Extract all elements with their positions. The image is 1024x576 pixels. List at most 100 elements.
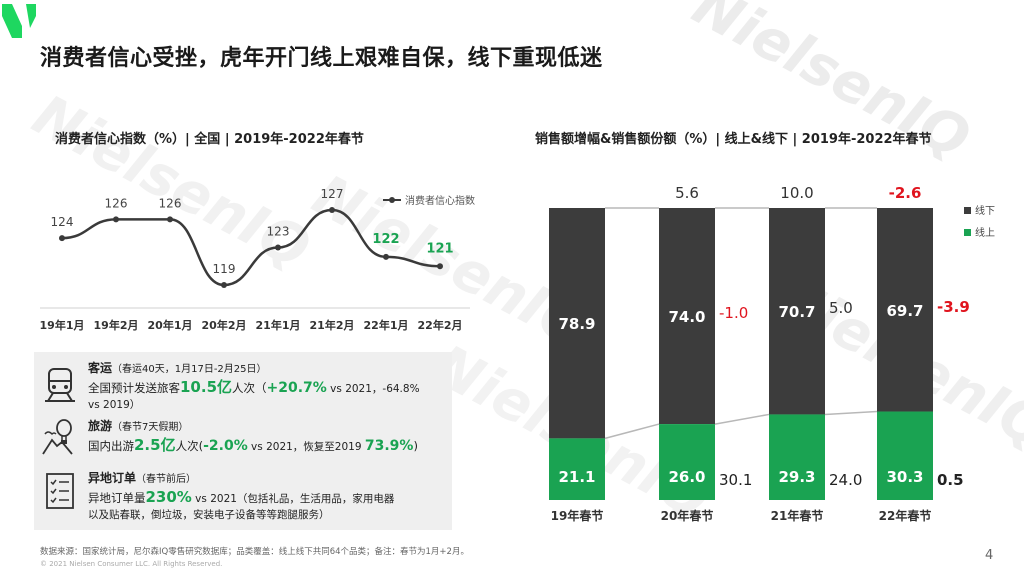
info-sub: （春运40天，1月17日-2月25日） bbox=[112, 364, 267, 375]
data-label: 119 bbox=[213, 262, 236, 276]
x-tick-label: 21年1月 bbox=[256, 318, 301, 332]
share-connector bbox=[824, 410, 878, 416]
data-label: 123 bbox=[267, 225, 290, 239]
total-growth-label: 10.0 bbox=[780, 184, 813, 202]
x-tick-label: 19年1月 bbox=[40, 318, 85, 332]
data-label: 127 bbox=[321, 187, 344, 201]
legend-marker bbox=[389, 197, 395, 203]
info-text: vs 2019） bbox=[88, 399, 141, 411]
total-growth-label: -2.6 bbox=[889, 184, 922, 202]
info-highlight: -2.0% bbox=[203, 438, 248, 454]
consumer-confidence-line-chart: 124 19年1月 126 19年2月 126 20年1月 119 20年2月 123 21年1月… bbox=[40, 187, 475, 332]
info-sub: （春节7天假期） bbox=[112, 422, 189, 433]
legend-label: 消费者信心指数 bbox=[405, 194, 475, 207]
x-tick-label: 22年1月 bbox=[364, 318, 409, 332]
x-tick-label: 19年2月 bbox=[94, 318, 139, 332]
x-tick-label: 22年春节 bbox=[879, 508, 932, 523]
data-label: 122 bbox=[372, 232, 399, 247]
offline-share-label: 74.0 bbox=[668, 308, 705, 326]
source-note: 数据来源：国家统计局，尼尔森IQ零售研究数据库；品类覆盖：线上线下共同64个品类… bbox=[40, 547, 469, 557]
x-tick-label: 19年春节 bbox=[551, 508, 604, 523]
info-text: 以及贴春联，倒垃圾，安装电子设备等等跑腿服务） bbox=[88, 509, 330, 521]
series-line bbox=[61, 208, 441, 287]
offline-bar bbox=[769, 208, 825, 415]
legend-swatch bbox=[964, 207, 971, 214]
online-growth-label: 0.5 bbox=[937, 471, 964, 489]
data-label: 121 bbox=[426, 241, 453, 256]
offline-bar bbox=[549, 208, 605, 439]
x-tick-label: 20年1月 bbox=[148, 318, 193, 332]
data-point bbox=[329, 207, 335, 213]
data-point bbox=[221, 282, 227, 288]
data-point bbox=[167, 216, 173, 223]
info-text: 人次( bbox=[175, 439, 204, 453]
checklist-icon bbox=[46, 473, 74, 509]
offline-share-label: 78.9 bbox=[558, 315, 595, 333]
legend-label: 线下 bbox=[975, 204, 995, 217]
data-label: 126 bbox=[159, 196, 182, 210]
offline-share-label: 69.7 bbox=[886, 302, 923, 320]
data-point bbox=[59, 235, 65, 242]
sales-share-stacked-bar-chart: 78.9 21.1 19年春节 74.0 26.0 20年春节 5.6 -1.0 30.1 70.… bbox=[549, 184, 995, 523]
page-number: 4 bbox=[985, 548, 994, 563]
nielseniq-logo bbox=[2, 4, 36, 38]
info-text: vs 2021，-64.8% bbox=[326, 383, 420, 395]
offline-growth-label: -3.9 bbox=[937, 298, 970, 316]
info-text-orders: 异地订单（春节前后） 异地订单量230% vs 2021（包括礼品，生活用品，家… bbox=[88, 470, 394, 523]
offline-growth-label: -1.0 bbox=[719, 304, 748, 322]
info-text-travel: 旅游（春节7天假期） 国内出游2.5亿人次(-2.0% vs 2021，恢复至2… bbox=[88, 418, 418, 455]
info-text: 全国预计发送旅客 bbox=[88, 381, 180, 395]
offline-bar bbox=[659, 208, 715, 425]
legend-swatch bbox=[964, 229, 971, 236]
online-bar bbox=[659, 424, 715, 500]
data-label: 126 bbox=[105, 196, 128, 210]
x-tick-label: 21年2月 bbox=[310, 318, 355, 332]
online-bar bbox=[877, 411, 933, 500]
share-connector bbox=[714, 413, 770, 425]
online-growth-label: 30.1 bbox=[719, 471, 752, 489]
info-panel: 客运（春运40天，1月17日-2月25日） 全国预计发送旅客10.5亿人次（+2… bbox=[34, 352, 452, 530]
data-point bbox=[275, 244, 281, 251]
left-chart-title: 消费者信心指数（%）| 全国 | 2019年-2022年春节 bbox=[55, 132, 364, 147]
info-text: vs 2021，恢复至2019 bbox=[247, 441, 365, 453]
page-title: 消费者信心受挫，虎年开门线上艰难自保，线下重现低迷 bbox=[40, 46, 603, 71]
info-head: 异地订单 bbox=[88, 471, 137, 485]
right-chart-title: 销售额增幅&销售额份额（%）| 线上&线下 | 2019年-2022年春节 bbox=[535, 132, 932, 147]
info-head: 旅游 bbox=[88, 419, 113, 433]
total-growth-label: 5.6 bbox=[675, 184, 699, 202]
train-icon bbox=[45, 368, 75, 402]
online-share-label: 30.3 bbox=[886, 468, 923, 486]
offline-bar bbox=[877, 208, 933, 412]
hot-air-balloon-icon bbox=[42, 419, 73, 455]
online-bar bbox=[769, 414, 825, 500]
x-tick-label: 21年春节 bbox=[771, 508, 824, 523]
info-text: vs 2021（包括礼品，生活用品，家用电器 bbox=[191, 493, 395, 505]
info-text: 国内出游 bbox=[88, 439, 134, 453]
data-point bbox=[113, 216, 119, 223]
data-point bbox=[383, 253, 389, 260]
offline-growth-label: 5.0 bbox=[829, 299, 853, 317]
online-share-label: 26.0 bbox=[668, 468, 705, 486]
info-text: 人次（ bbox=[232, 381, 267, 395]
info-highlight: 10.5亿 bbox=[180, 378, 233, 396]
online-growth-label: 24.0 bbox=[829, 471, 862, 489]
info-text-passenger: 客运（春运40天，1月17日-2月25日） 全国预计发送旅客10.5亿人次（+2… bbox=[88, 360, 420, 413]
online-bar bbox=[549, 438, 605, 500]
offline-share-label: 70.7 bbox=[778, 303, 815, 321]
info-head: 客运 bbox=[88, 361, 113, 375]
info-highlight: 2.5亿 bbox=[134, 436, 176, 454]
x-tick-label: 20年2月 bbox=[202, 318, 247, 332]
copyright: © 2021 Nielsen Consumer LLC. All Rights … bbox=[40, 560, 223, 568]
x-tick-label: 22年2月 bbox=[418, 318, 463, 332]
info-text: ) bbox=[413, 439, 418, 453]
info-highlight: 73.9% bbox=[364, 438, 414, 454]
info-highlight: 230% bbox=[145, 488, 192, 506]
data-point bbox=[437, 263, 443, 270]
x-tick-label: 20年春节 bbox=[661, 508, 714, 523]
info-sub: （春节前后） bbox=[136, 474, 197, 485]
data-label: 124 bbox=[51, 215, 74, 229]
info-highlight: +20.7% bbox=[266, 380, 327, 396]
info-text: 异地订单量 bbox=[88, 491, 146, 505]
legend-label: 线上 bbox=[975, 226, 995, 239]
share-connector bbox=[604, 423, 660, 440]
